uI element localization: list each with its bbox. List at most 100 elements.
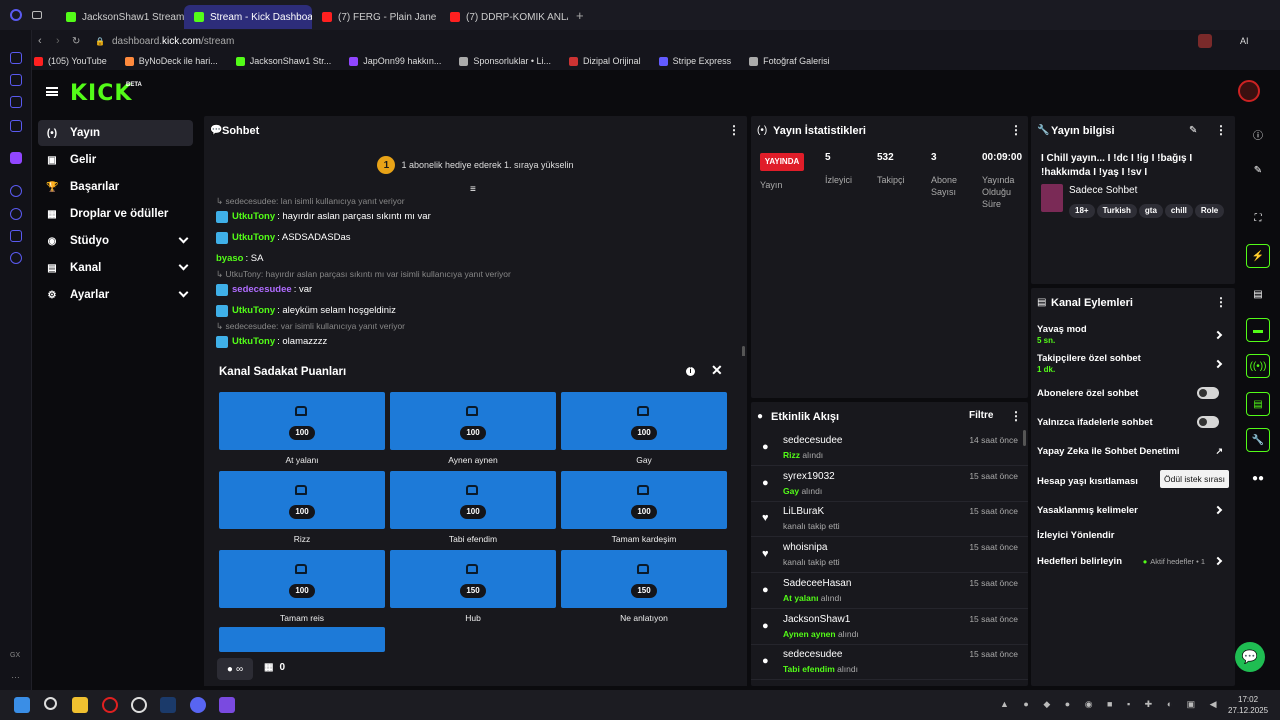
opera-gx-icon[interactable] [102, 697, 118, 713]
extensions-icon[interactable] [10, 230, 22, 242]
ai-moderation-item[interactable]: Yapay Zeka ile Sohbet Denetimi ↗ [1037, 446, 1223, 457]
reward-queue-icon[interactable]: ●● [1251, 472, 1265, 484]
twitch-icon[interactable] [10, 152, 22, 164]
info-more-icon[interactable] [1215, 123, 1227, 137]
url-field[interactable]: dashboard.kick.com/stream [112, 35, 235, 47]
chat-message[interactable]: byaso: SA [216, 248, 736, 269]
nav-item-6[interactable]: ⚙ Ayarlar [38, 282, 193, 308]
reward-card-partial[interactable] [219, 627, 385, 652]
system-tray[interactable]: ▲ ● ◆ ● ◉ ■ ▪ ✚ ◐ ▣ ◀ [1000, 699, 1223, 709]
activity-user[interactable]: JacksonShaw1 [783, 613, 851, 625]
bookmark-item[interactable]: Sponsorluklar • Li... [459, 56, 551, 66]
reward-card[interactable]: 150 [561, 550, 727, 608]
bookmark-item[interactable]: Fotoğraf Galerisi [749, 56, 830, 66]
nav-item-0[interactable]: (•) Yayın [38, 120, 193, 146]
chat-message[interactable]: sedecesudee: var [216, 279, 736, 300]
actions-more-icon[interactable] [1215, 295, 1227, 309]
reward-card[interactable]: 100 [390, 392, 556, 450]
pencil-icon[interactable]: ✎ [1253, 164, 1263, 176]
activity-user[interactable]: sedecesudee [783, 435, 843, 446]
activity-row[interactable]: ● sedecesudee Tabi efendim alındı 15 saat ö… [751, 644, 1028, 681]
bookmark-item[interactable]: Dizipal Orijinal [569, 56, 641, 66]
browser-tab[interactable]: JacksonShaw1 Stream - W [56, 5, 184, 29]
lightning-icon[interactable]: ⚡ [1246, 244, 1270, 268]
emotes-only-toggle[interactable] [1197, 416, 1219, 428]
activity-more-icon[interactable] [1010, 409, 1022, 423]
bookmark-item[interactable]: (105) YouTube [34, 56, 107, 66]
chat-more-icon[interactable] [728, 123, 740, 137]
store-button[interactable]: ▦ 0 [264, 662, 286, 673]
tag[interactable]: Turkish [1096, 204, 1137, 218]
nav-item-5[interactable]: ▤ Kanal [38, 255, 193, 281]
kick-logo[interactable]: KICK [70, 81, 133, 106]
reward-card[interactable]: 100 [219, 550, 385, 608]
gift-banner[interactable]: 1 1 abonelik hediye ederek 1. sıraya yük… [204, 150, 747, 180]
notes-icon[interactable]: ▤ [1253, 288, 1263, 300]
activity-row[interactable]: ♥ LiLBuraK kanalı takip etti 15 saat önce [751, 501, 1028, 538]
help-chat-icon[interactable]: 💬 [1235, 642, 1265, 672]
reward-card[interactable]: 150 [390, 550, 556, 608]
activity-user[interactable]: SadeceeHasan [783, 577, 852, 589]
nav-item-2[interactable]: 🏆 Başarılar [38, 174, 193, 200]
chat-username[interactable]: UtkuTony [232, 336, 276, 347]
chat-bubble-icon[interactable]: ▬ [1246, 318, 1270, 342]
reward-card[interactable]: 100 [390, 471, 556, 529]
activity-user[interactable]: syrex19032 [783, 470, 835, 482]
activity-scrollbar[interactable] [1023, 430, 1026, 446]
reward-card[interactable]: 100 [561, 392, 727, 450]
activity-row[interactable]: ● SadeceeHasan At yalanı alındı 15 saat önc… [751, 573, 1028, 609]
channel-actions-icon[interactable]: ▤ [1246, 392, 1270, 416]
age-restriction-item[interactable]: Hesap yaşı kısıtlaması [1037, 476, 1138, 487]
subs-only-toggle[interactable] [1197, 387, 1219, 399]
chat-message[interactable]: UtkuTony: olamazzzz [216, 331, 736, 352]
file-explorer-icon[interactable] [72, 697, 88, 713]
search-icon[interactable] [44, 697, 57, 710]
nav-item-3[interactable]: ▦ Droplar ve ödüller [38, 201, 193, 227]
subs-only-item[interactable]: Abonelere özel sohbet [1037, 387, 1227, 399]
bookmark-item[interactable]: ByNoDeck ile hari... [124, 56, 218, 66]
more-icon[interactable]: … [11, 670, 20, 680]
broadcast-icon[interactable]: ((•)) [1246, 354, 1270, 378]
activity-user[interactable]: LiLBuraK [783, 506, 825, 518]
messenger-icon[interactable] [10, 74, 22, 86]
app2-icon[interactable] [219, 697, 235, 713]
avatar[interactable] [1238, 80, 1260, 102]
mail-icon[interactable] [10, 120, 22, 132]
chat-username[interactable]: UtkuTony [232, 305, 276, 316]
info-icon[interactable]: i [686, 367, 695, 376]
browser-tab[interactable]: Stream - Kick Dashboard [184, 5, 312, 29]
activity-row[interactable]: ♥ whoisnipa kanalı takip etti 15 saat önce [751, 537, 1028, 574]
tag[interactable]: gta [1138, 204, 1163, 218]
edit-icon[interactable]: ✎ [1189, 125, 1198, 136]
followers-only-item[interactable]: Takipçilere özel sohbet 1 dk. [1037, 353, 1227, 374]
chat-username[interactable]: UtkuTony [232, 211, 276, 222]
activity-user[interactable]: sedecesudee [783, 649, 843, 661]
chat-username[interactable]: byaso [216, 253, 244, 264]
browser-tab[interactable]: (7) FERG - Plain Jane [312, 5, 440, 29]
nav-item-1[interactable]: ▣ Gelir [38, 147, 193, 173]
chat-username[interactable]: sedecesudee [232, 284, 292, 295]
slow-mode-item[interactable]: Yavaş mod 5 sn. [1037, 324, 1227, 345]
stats-more-icon[interactable] [1010, 123, 1022, 137]
chat-username[interactable]: UtkuTony [232, 232, 276, 243]
forward-icon[interactable]: › [56, 35, 60, 47]
back-icon[interactable]: ‹ [38, 35, 42, 47]
tab-overview-icon[interactable] [32, 11, 56, 19]
tag[interactable]: chill [1164, 204, 1193, 218]
steam-icon[interactable] [160, 697, 176, 713]
filter-icon[interactable]: ≡ [470, 184, 476, 195]
activity-row[interactable]: ● sedecesudee Rizz alındı 14 saat önce [751, 430, 1028, 466]
filter-button[interactable]: Filtre [969, 410, 994, 421]
new-tab-button[interactable]: + [576, 7, 584, 23]
activity-user[interactable]: whoisnipa [783, 542, 828, 554]
bookmark-item[interactable]: JacksonShaw1 Str... [235, 56, 331, 66]
aria-ai-button[interactable]: AI [1240, 36, 1249, 46]
bookmark-item[interactable]: Stripe Express [658, 56, 731, 66]
player-icon[interactable] [10, 185, 22, 197]
browser-tab[interactable]: (7) DDRP-KOMIK ANLAR [440, 5, 568, 29]
tag[interactable]: 18+ [1069, 204, 1095, 218]
tag[interactable]: Role [1194, 204, 1225, 218]
info-icon[interactable]: ⓘ [1253, 130, 1263, 142]
chat-message[interactable]: UtkuTony: hayırdır aslan parçası sıkıntı… [216, 206, 736, 227]
bookmark-item[interactable]: JapOnn99 hakkın... [349, 56, 441, 66]
